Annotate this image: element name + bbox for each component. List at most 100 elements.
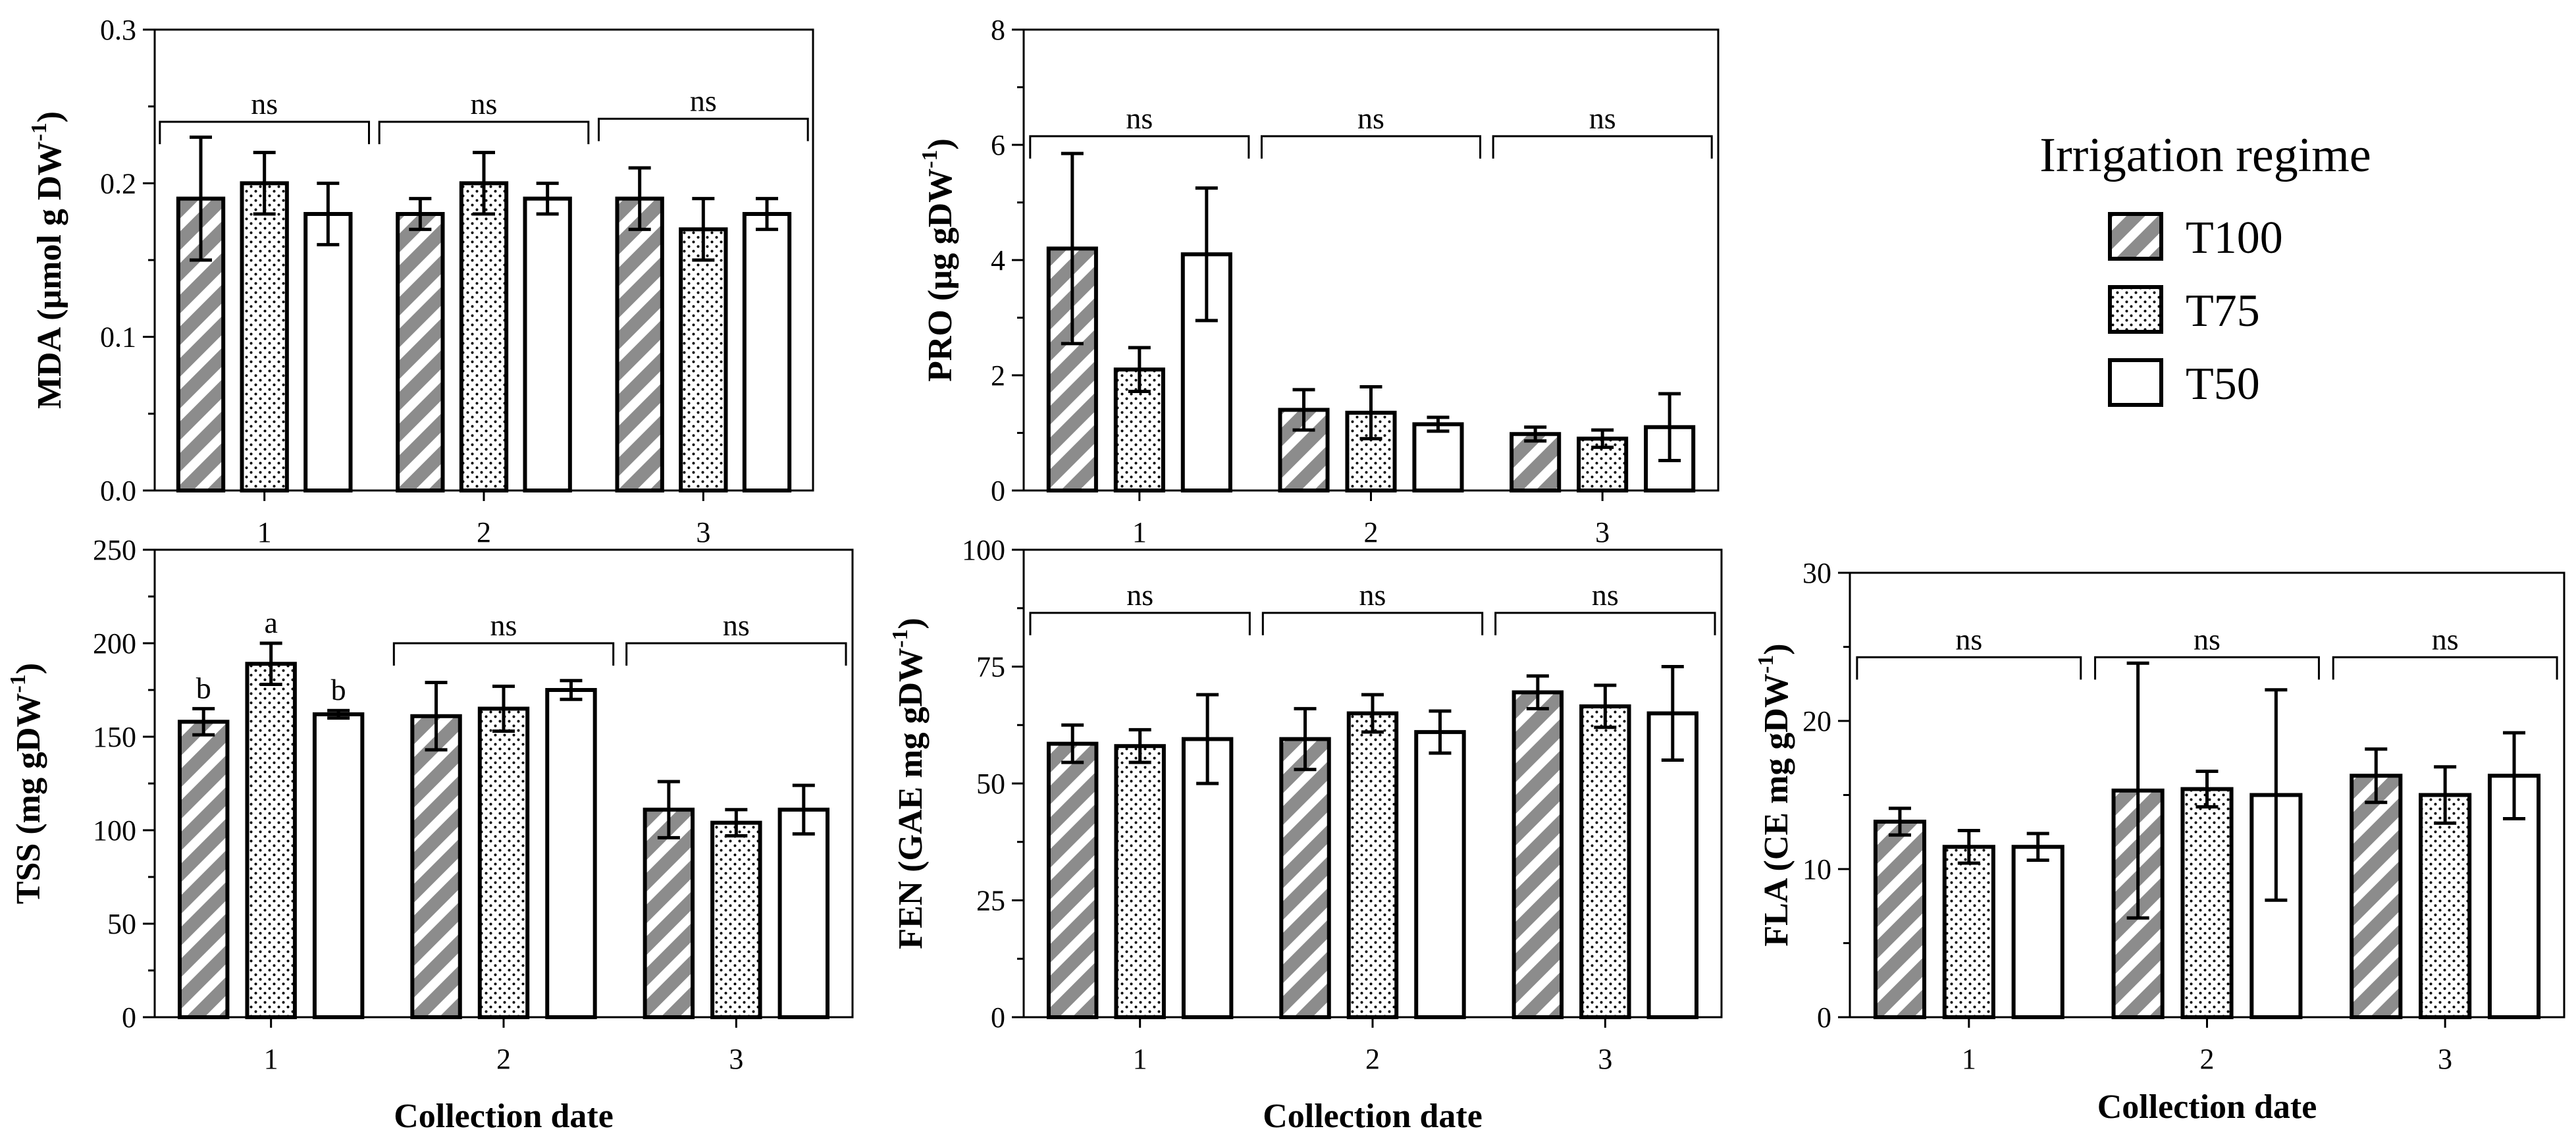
y-axis-label-main: FEN (GAE mg gDW [892, 648, 930, 949]
x-tick-label: 1 [257, 516, 272, 548]
y-tick-label: 4 [991, 244, 1005, 277]
bar-t75-date-3 [1579, 704, 1631, 1019]
bar-t50-date-3 [742, 212, 792, 492]
y-tick-label: 100 [93, 814, 136, 847]
legend-entry-t75: T75 [2108, 285, 2260, 336]
legend: Irrigation regime T100 T75 T50 [2039, 128, 2371, 410]
significance-bracket [159, 120, 370, 144]
y-tick-label: 100 [962, 534, 1005, 566]
significance-letter: b [196, 671, 211, 704]
bar-t50-date-3 [777, 807, 830, 1019]
bar-t75-date-1 [240, 181, 289, 492]
bar-t100-date-3 [615, 196, 664, 492]
significance-label: ns [490, 608, 517, 642]
y-tick-label: 150 [93, 721, 136, 753]
x-tick-label: 3 [1595, 516, 1610, 548]
y-axis-label-main: MDA (μmol g DW [31, 142, 68, 409]
bar-t75-date-2 [2180, 787, 2234, 1019]
y-axis-label-end: ) [892, 618, 930, 629]
significance-letter: a [264, 606, 277, 639]
y-axis-label: FEN (GAE mg gDW-1) [888, 618, 930, 949]
bar-t100-date-2 [410, 714, 462, 1019]
y-tick-label: 30 [1802, 557, 1831, 589]
significance-bracket [1029, 612, 1251, 635]
bar-t100-date-2 [1279, 737, 1331, 1020]
x-tick-label: 2 [477, 516, 491, 548]
y-axis-label: FLA (CE mg gDW-1) [1754, 643, 1795, 946]
y-tick-label: 0.2 [100, 167, 136, 199]
significance-label: ns [1955, 622, 1982, 656]
significance-label: ns [471, 87, 498, 120]
bar-t100-date-1 [1046, 741, 1099, 1020]
x-axis-label: Collection date [2097, 1088, 2317, 1126]
significance-label: ns [1359, 578, 1386, 612]
significance-bracket [392, 642, 615, 666]
y-tick-label: 0.3 [100, 14, 136, 46]
y-tick-label: 20 [1802, 705, 1831, 737]
significance-bracket [1260, 135, 1482, 159]
bar-t50-date-1 [2011, 845, 2064, 1019]
bar-t75-date-1 [245, 662, 297, 1019]
bar-t100-date-1 [1873, 820, 1927, 1019]
y-tick-label: 25 [976, 885, 1005, 917]
x-axis-label: Collection date [1263, 1098, 1483, 1135]
y-axis-label-main: TSS (mg gDW [10, 693, 47, 904]
y-axis-label-end: ) [922, 138, 959, 149]
y-tick-label: 75 [976, 651, 1005, 683]
significance-bracket [1494, 612, 1716, 635]
x-tick-label: 3 [696, 516, 710, 548]
bar-t75-date-3 [710, 820, 762, 1019]
significance-label: ns [2432, 622, 2459, 656]
legend-swatch-t75 [2108, 285, 2163, 334]
x-tick-label: 2 [1364, 516, 1379, 548]
panel-fla: 0 10 20 30 FLA (CE mg gDW-1) 1 ns 2 ns 3 ns Collect… [1754, 557, 2565, 1126]
legend-label-t100: T100 [2186, 213, 2283, 263]
x-tick-label: 1 [1962, 1043, 1976, 1075]
x-tick-label: 1 [1133, 1043, 1147, 1075]
x-tick-label: 2 [2200, 1043, 2215, 1075]
y-tick-label: 6 [991, 129, 1005, 161]
legend-label-t75: T75 [2186, 286, 2260, 336]
y-axis-label-sup: -1 [6, 674, 30, 693]
bar-t75-date-2 [1346, 711, 1399, 1019]
bar-t75-date-3 [2419, 793, 2472, 1019]
x-tick-label: 3 [729, 1043, 743, 1075]
significance-bracket [1261, 612, 1484, 635]
bar-t50-date-2 [1414, 729, 1466, 1020]
y-tick-label: 0.1 [100, 321, 136, 354]
bar-t50-date-1 [303, 212, 353, 492]
significance-label: ns [1592, 578, 1619, 612]
significance-bracket [2332, 656, 2558, 680]
bar-t100-date-3 [1511, 690, 1564, 1020]
bar-t100-date-1 [176, 196, 226, 492]
y-tick-label: 0 [991, 1001, 1005, 1034]
y-tick-label: 0 [122, 1001, 136, 1034]
y-tick-label: 50 [976, 768, 1005, 800]
y-axis-label: TSS (mg gDW-1) [6, 663, 47, 904]
bar-t75-date-2 [477, 706, 530, 1020]
x-tick-label: 3 [2438, 1043, 2452, 1075]
bar-t75-date-3 [679, 227, 728, 492]
bar-t100-date-3 [2350, 774, 2403, 1019]
y-axis-label-end: ) [31, 111, 68, 122]
legend-title: Irrigation regime [2039, 128, 2371, 182]
panel-mda: 0.0 0.1 0.2 0.3 MDA (μmol g DW-1) 1 ns 2 ns 3 ns [27, 14, 814, 548]
x-tick-label: 3 [1598, 1043, 1612, 1075]
panel-fen: 0 25 50 75 100 FEN (GAE mg gDW-1) 1 ns 2 ns 3 ns Col… [888, 534, 1723, 1135]
significance-label: ns [723, 608, 750, 642]
y-axis-label: MDA (μmol g DW-1) [27, 111, 68, 409]
y-tick-label: 0.0 [100, 475, 136, 507]
significance-letter: b [331, 673, 346, 706]
y-tick-label: 250 [93, 534, 136, 566]
y-axis-label-sup: -1 [1754, 655, 1778, 674]
y-axis-label-main: PRO (μg gDW [922, 169, 959, 382]
y-tick-label: 2 [991, 359, 1005, 392]
significance-bracket [598, 117, 809, 142]
y-axis-label-sup: -1 [888, 629, 912, 648]
significance-label: ns [2194, 622, 2221, 656]
y-tick-label: 200 [93, 627, 136, 660]
panel-tss: 0 50 100 150 200 250 TSS (mg gDW-1) 1 b a b 2 ns 3 ns C… [6, 534, 854, 1135]
significance-label: ns [251, 87, 278, 120]
y-tick-label: 8 [991, 14, 1005, 46]
legend-entry-t50: T50 [2108, 358, 2260, 410]
